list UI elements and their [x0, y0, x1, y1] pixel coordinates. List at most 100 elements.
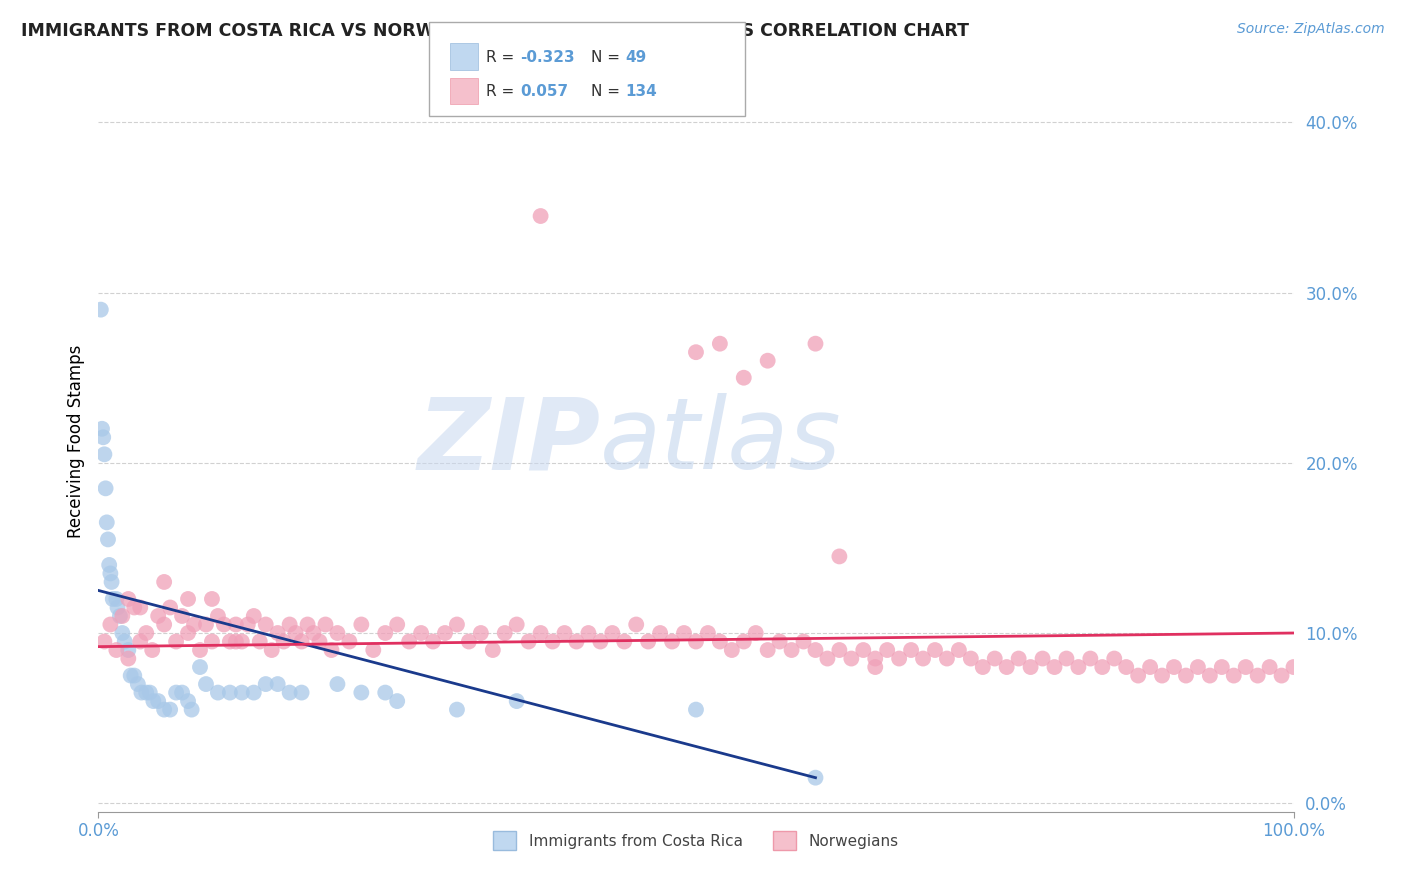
Point [267, 677, 290, 691]
Point [685, 345, 707, 359]
Point [231, 634, 253, 648]
Point [350, 685, 373, 699]
Point [105, 643, 128, 657]
Point [960, 651, 983, 665]
Point [291, 634, 314, 648]
Point [129, 600, 152, 615]
Point [90, 302, 112, 317]
Point [1223, 668, 1246, 682]
Text: R =: R = [486, 51, 515, 65]
Point [131, 685, 153, 699]
Point [172, 609, 194, 624]
Point [159, 703, 181, 717]
Point [326, 626, 349, 640]
Point [172, 685, 194, 699]
Point [745, 626, 768, 640]
Point [117, 591, 139, 606]
Text: ZIP: ZIP [418, 393, 600, 490]
Point [278, 685, 301, 699]
Point [530, 209, 553, 223]
Point [207, 609, 229, 624]
Point [541, 634, 564, 648]
Point [98, 617, 122, 632]
Point [648, 626, 672, 640]
Point [780, 643, 803, 657]
Point [225, 634, 247, 648]
Point [889, 651, 911, 665]
Point [135, 626, 157, 640]
Point [120, 668, 142, 682]
Point [177, 626, 200, 640]
Point [188, 660, 211, 674]
Point [273, 634, 295, 648]
Point [481, 643, 505, 657]
Legend: Immigrants from Costa Rica, Norwegians: Immigrants from Costa Rica, Norwegians [488, 825, 904, 856]
Point [1271, 668, 1294, 682]
Point [1187, 660, 1209, 674]
Point [1043, 660, 1066, 674]
Point [865, 660, 887, 674]
Point [1008, 651, 1031, 665]
Point [129, 634, 152, 648]
Point [685, 634, 707, 648]
Point [924, 643, 946, 657]
Point [517, 634, 540, 648]
Point [153, 617, 176, 632]
Point [291, 685, 314, 699]
Y-axis label: Receiving Food Stamps: Receiving Food Stamps [66, 345, 84, 538]
Point [107, 600, 129, 615]
Point [96, 516, 118, 530]
Point [1067, 660, 1090, 674]
Text: atlas: atlas [600, 393, 842, 490]
Point [363, 643, 385, 657]
Point [284, 626, 307, 640]
Point [530, 626, 553, 640]
Point [1152, 668, 1174, 682]
Text: R =: R = [486, 85, 515, 99]
Point [685, 703, 707, 717]
Point [165, 634, 187, 648]
Point [100, 574, 122, 589]
Point [260, 643, 283, 657]
Point [936, 651, 959, 665]
Point [195, 677, 218, 691]
Point [374, 626, 396, 640]
Text: IMMIGRANTS FROM COSTA RICA VS NORWEGIAN RECEIVING FOOD STAMPS CORRELATION CHART: IMMIGRANTS FROM COSTA RICA VS NORWEGIAN … [21, 22, 969, 40]
Point [207, 685, 229, 699]
Point [411, 626, 433, 640]
Point [326, 677, 349, 691]
Point [159, 600, 181, 615]
Point [177, 694, 200, 708]
Point [153, 703, 176, 717]
Point [398, 634, 420, 648]
Point [733, 370, 755, 384]
Point [243, 685, 266, 699]
Point [94, 481, 117, 495]
Point [212, 617, 235, 632]
Point [195, 617, 218, 632]
Point [852, 643, 875, 657]
Point [1128, 668, 1150, 682]
Point [254, 617, 277, 632]
Point [422, 634, 444, 648]
Point [494, 626, 516, 640]
Point [841, 651, 863, 665]
Point [243, 609, 266, 624]
Point [1175, 668, 1198, 682]
Point [446, 617, 468, 632]
Point [1019, 660, 1042, 674]
Point [815, 651, 838, 665]
Text: N =: N = [591, 51, 620, 65]
Point [91, 422, 114, 436]
Point [117, 643, 139, 657]
Point [108, 609, 131, 624]
Point [804, 643, 827, 657]
Text: 49: 49 [626, 51, 647, 65]
Point [111, 609, 134, 624]
Point [177, 591, 200, 606]
Point [1139, 660, 1161, 674]
Point [446, 703, 468, 717]
Point [697, 626, 720, 640]
Point [111, 626, 134, 640]
Point [297, 617, 319, 632]
